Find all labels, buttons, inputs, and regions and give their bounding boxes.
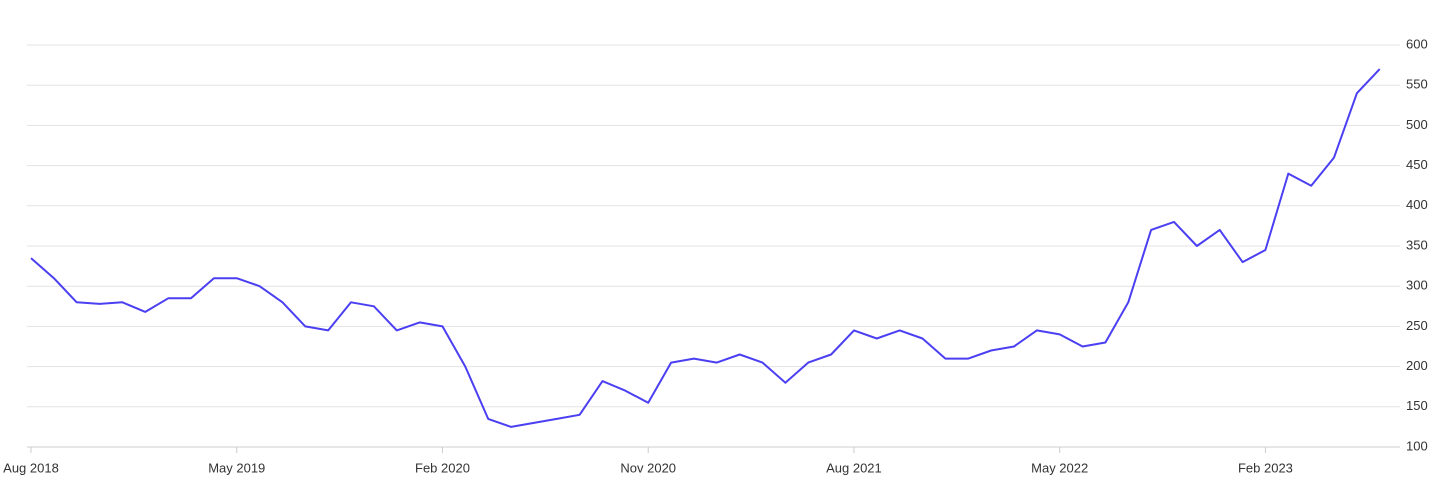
y-tick-label: 350 — [1406, 237, 1428, 252]
y-tick-label: 300 — [1406, 278, 1428, 293]
x-tick-label: May 2019 — [208, 460, 265, 475]
y-tick-label: 450 — [1406, 157, 1428, 172]
y-tick-label: 100 — [1406, 438, 1428, 453]
y-tick-label: 550 — [1406, 77, 1428, 92]
y-tick-label: 600 — [1406, 36, 1428, 51]
x-tick-label: Aug 2021 — [826, 460, 882, 475]
x-tick-label: May 2022 — [1031, 460, 1088, 475]
y-tick-label: 500 — [1406, 117, 1428, 132]
x-tick-label: Aug 2018 — [3, 460, 59, 475]
y-tick-label: 400 — [1406, 197, 1428, 212]
x-tick-label: Feb 2020 — [415, 460, 470, 475]
line-series — [30, 68, 1381, 428]
x-tick-label: Feb 2023 — [1238, 460, 1293, 475]
y-tick-label: 150 — [1406, 398, 1428, 413]
y-tick-label: 250 — [1406, 318, 1428, 333]
y-tick-label: 200 — [1406, 358, 1428, 373]
x-tick-label: Nov 2020 — [620, 460, 676, 475]
